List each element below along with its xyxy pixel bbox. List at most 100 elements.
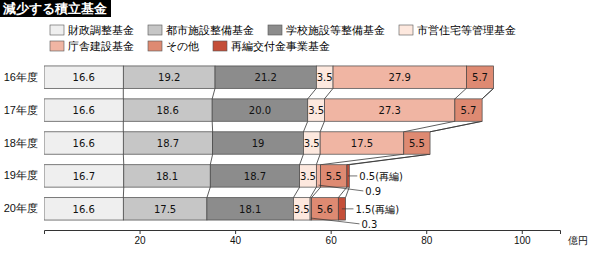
connector <box>482 88 493 99</box>
bar-segment <box>213 132 304 154</box>
plot-area <box>44 66 494 220</box>
bar-segment <box>44 132 123 154</box>
bar-segment <box>312 198 339 220</box>
connector <box>123 88 124 99</box>
bar-segment <box>293 198 310 220</box>
data-label: 5.7 <box>472 72 488 83</box>
legend-label: 学校施設等整備基金 <box>286 24 385 37</box>
data-label: 1.5(再編) <box>355 204 399 215</box>
title-background <box>0 0 111 17</box>
bar-segment <box>123 99 212 121</box>
x-tick-mark <box>426 230 427 234</box>
connector <box>430 121 482 132</box>
data-label: 27.9 <box>389 72 411 83</box>
bar-segment <box>44 165 124 187</box>
data-label: 16.6 <box>73 138 95 149</box>
data-label: 0.9 <box>365 186 381 197</box>
legend-label: 庁舎建設基金 <box>68 40 134 53</box>
bar-segment <box>123 132 212 154</box>
bar-segment <box>212 99 308 121</box>
data-label: 16.7 <box>73 171 95 182</box>
connector <box>349 154 430 165</box>
bar-segment <box>300 165 317 187</box>
y-tick: 20年度 <box>4 202 38 214</box>
bar-segment <box>316 66 333 88</box>
bar-segment <box>324 99 454 121</box>
connector <box>300 154 304 165</box>
leader-line <box>348 175 357 176</box>
data-label: 21.2 <box>255 72 277 83</box>
legend-item: 庁舎建設基金 <box>50 40 134 53</box>
data-label: 0.5(再編) <box>359 171 403 182</box>
bar-segment <box>455 99 482 121</box>
legend-swatch <box>50 25 64 35</box>
bar-segment <box>124 165 210 187</box>
legend-swatch <box>148 25 162 35</box>
bars <box>44 66 494 220</box>
leader-line <box>311 218 360 224</box>
bar-segment <box>321 165 347 187</box>
data-label: 3.5 <box>294 204 310 215</box>
legend-swatch <box>148 41 162 51</box>
x-tick-label: 60 <box>326 235 338 246</box>
x-tick: 20 <box>134 230 146 246</box>
x-tick: 40 <box>230 230 242 246</box>
connector <box>404 121 455 132</box>
x-tick: 60 <box>326 230 338 246</box>
data-label: 18.6 <box>157 105 179 116</box>
connector <box>210 154 212 165</box>
category-label: 18年度 <box>4 137 38 149</box>
data-label: 5.6 <box>317 204 333 215</box>
connector <box>455 88 466 99</box>
legend-swatch <box>268 25 282 35</box>
data-label: 3.5 <box>300 171 316 182</box>
data-label: 18.1 <box>239 204 261 215</box>
category-label: 20年度 <box>4 202 38 214</box>
data-label: 3.5 <box>308 105 324 116</box>
bar-segment <box>316 165 320 187</box>
legend-label: 市営住宅等管理基金 <box>417 24 516 37</box>
bar-segment <box>303 132 320 154</box>
connector <box>308 88 317 99</box>
bar-segment <box>333 66 466 88</box>
connector <box>293 187 299 198</box>
title-group: 減少する積立基金 <box>0 0 111 17</box>
data-label: 3.5 <box>304 138 320 149</box>
connector <box>207 187 210 198</box>
connector <box>212 88 215 99</box>
title: 減少する積立基金 <box>2 1 108 16</box>
data-label: 19.2 <box>158 72 180 83</box>
x-tick-mark <box>235 230 236 234</box>
legend-swatch <box>50 41 64 51</box>
bar-segment <box>207 198 293 220</box>
bar-segment <box>308 99 325 121</box>
connector <box>482 88 493 99</box>
x-tick: 100 <box>514 230 531 246</box>
x-axis: 20406080100 <box>45 230 561 246</box>
data-label: 20.0 <box>249 105 271 116</box>
legend-item: その他 <box>148 40 199 53</box>
data-label: 18.7 <box>244 171 266 182</box>
connector <box>347 154 430 165</box>
category-label: 19年度 <box>4 169 38 181</box>
y-tick: 18年度 <box>4 137 38 149</box>
connector <box>123 154 124 165</box>
bar-segment <box>123 66 215 88</box>
category-label: 16年度 <box>4 71 38 83</box>
legend-swatch <box>399 25 413 35</box>
bar-segment <box>210 165 299 187</box>
data-label: 5.7 <box>461 105 477 116</box>
bar-segment <box>320 132 404 154</box>
connector <box>312 187 321 198</box>
y-tick: 16年度 <box>4 71 38 83</box>
bar-segment <box>44 66 123 88</box>
bar-segment <box>123 198 207 220</box>
data-label: 16.6 <box>73 204 95 215</box>
data-label: 17.5 <box>351 138 373 149</box>
leader-line <box>318 185 363 191</box>
data-label: 3.5 <box>317 72 333 83</box>
connector <box>430 121 482 132</box>
legend-swatch <box>213 41 227 51</box>
x-tick-label: 20 <box>134 235 146 246</box>
y-axis: 16年度17年度18年度19年度20年度 <box>4 71 38 215</box>
